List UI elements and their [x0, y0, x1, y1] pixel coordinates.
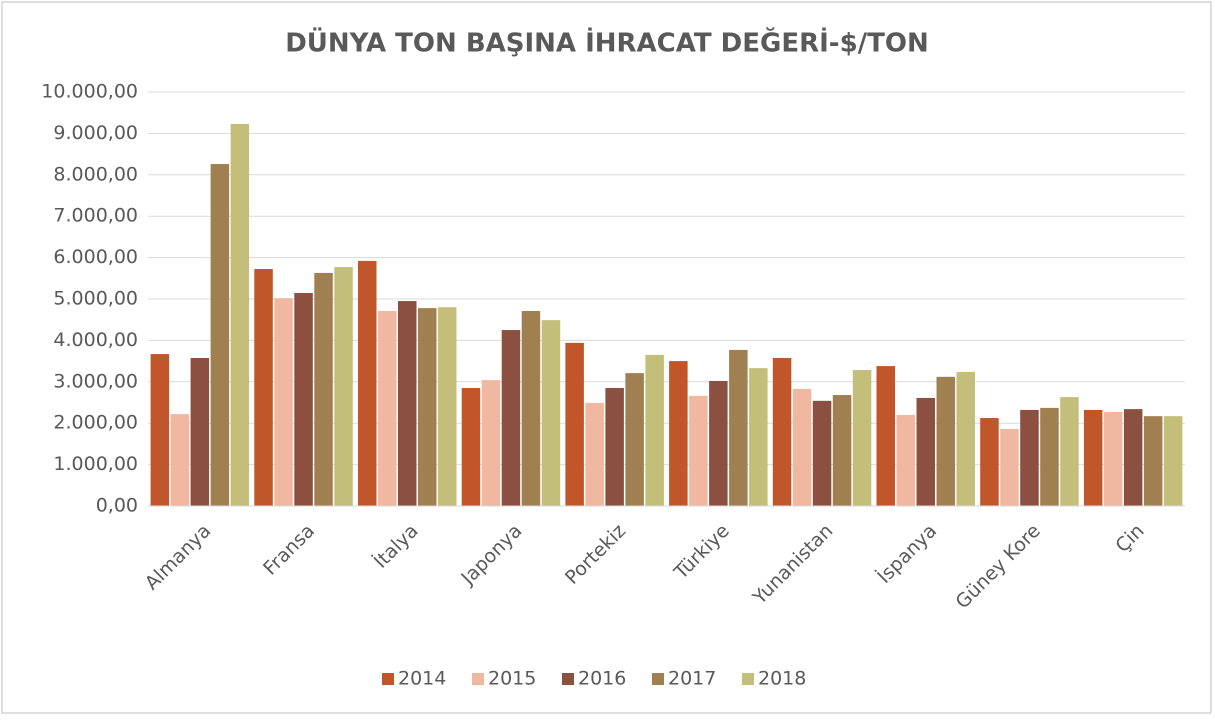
- bar: [1143, 416, 1163, 506]
- bar: [438, 307, 457, 506]
- legend-label: 2017: [668, 668, 716, 690]
- bar: [398, 301, 417, 506]
- y-tick-label: 5.000,00: [53, 288, 138, 310]
- bar: [709, 380, 728, 506]
- y-tick-label: 1.000,00: [53, 453, 138, 475]
- y-tick-label: 6.000,00: [53, 246, 138, 268]
- chart-title: DÜNYA TON BAŞINA İHRACAT DEĞERİ-$/TON: [285, 26, 929, 59]
- bar: [461, 388, 481, 506]
- bar: [896, 414, 915, 506]
- bar: [190, 357, 210, 506]
- bar: [980, 418, 999, 506]
- bar: [334, 267, 353, 506]
- bar: [585, 402, 604, 506]
- bar: [1103, 412, 1123, 506]
- bar: [1040, 407, 1059, 506]
- legend-swatch: [562, 673, 574, 685]
- y-tick-label: 2.000,00: [53, 412, 138, 434]
- legend-label: 2018: [758, 668, 806, 690]
- bar: [1060, 397, 1079, 506]
- bar: [521, 311, 541, 506]
- bar: [729, 349, 748, 506]
- legend-swatch: [742, 673, 754, 685]
- bar: [230, 123, 250, 507]
- bar: [274, 298, 293, 506]
- bar: [481, 380, 501, 506]
- bar: [378, 311, 397, 506]
- bar: [749, 368, 768, 506]
- legend-swatch: [382, 673, 394, 685]
- bar: [852, 370, 872, 506]
- y-tick-label: 4.000,00: [53, 329, 138, 351]
- bar: [812, 400, 832, 506]
- bar: [210, 164, 230, 506]
- bar: [916, 397, 935, 506]
- bar: [170, 414, 190, 506]
- legend-label: 2016: [578, 668, 626, 690]
- bar: [792, 388, 812, 506]
- bar: [314, 272, 333, 506]
- bar: [294, 292, 313, 506]
- y-tick-label: 0,00: [96, 495, 138, 517]
- legend-label: 2015: [488, 668, 536, 690]
- y-tick-label: 10.000,00: [41, 81, 138, 103]
- bar: [418, 308, 437, 506]
- bar: [669, 361, 688, 506]
- y-tick-label: 8.000,00: [53, 163, 138, 185]
- bar: [1020, 409, 1039, 506]
- bar: [150, 354, 170, 506]
- bar: [936, 376, 955, 506]
- legend-swatch: [652, 673, 664, 685]
- bar: [956, 371, 975, 506]
- bar: [1083, 409, 1103, 506]
- legend-label: 2014: [398, 668, 446, 690]
- bar: [501, 330, 521, 506]
- y-tick-label: 9.000,00: [53, 122, 138, 144]
- y-tick-label: 3.000,00: [53, 370, 138, 392]
- bar: [254, 268, 273, 506]
- bar: [772, 357, 792, 506]
- legend-swatch: [472, 673, 484, 685]
- y-tick-label: 7.000,00: [53, 205, 138, 227]
- bar: [1163, 416, 1183, 506]
- bar: [876, 366, 895, 506]
- bar: [1123, 409, 1143, 506]
- bar: [541, 320, 561, 506]
- bar: [689, 395, 708, 506]
- bar: [358, 260, 377, 506]
- bar: [645, 354, 664, 506]
- bar: [605, 388, 624, 506]
- bar: [832, 395, 852, 506]
- bar: [625, 373, 644, 506]
- bar: [1000, 428, 1019, 506]
- bar: [565, 342, 584, 506]
